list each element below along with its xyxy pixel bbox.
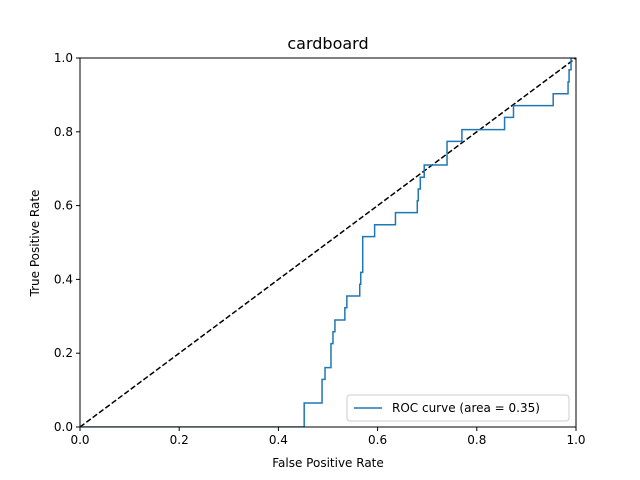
legend: ROC curve (area = 0.35) xyxy=(346,394,570,422)
x-tick-label: 0.6 xyxy=(368,433,387,447)
chance-diagonal-line xyxy=(80,58,576,427)
roc-curve-line xyxy=(80,58,576,427)
plot-area xyxy=(80,58,576,427)
y-tick-label: 0.4 xyxy=(54,272,73,286)
legend-label: ROC curve (area = 0.35) xyxy=(392,401,540,415)
y-tick-label: 0.2 xyxy=(54,346,73,360)
x-tick-label: 0.4 xyxy=(269,433,288,447)
x-tick-label: 0.2 xyxy=(170,433,189,447)
axes-frame xyxy=(79,57,577,428)
chart-title: cardboard xyxy=(287,34,368,53)
y-tick-label: 0.0 xyxy=(54,420,73,434)
x-tick-label: 0.8 xyxy=(467,433,486,447)
legend-box xyxy=(346,394,570,422)
y-tick-label: 0.6 xyxy=(54,199,73,213)
y-axis-label: True Positive Rate xyxy=(28,190,42,298)
y-tick-label: 1.0 xyxy=(54,51,73,65)
x-tick-label: 0.0 xyxy=(70,433,89,447)
x-axis-label: False Positive Rate xyxy=(272,456,384,470)
x-tick-label: 1.0 xyxy=(566,433,585,447)
axes: 0.0 0.2 0.4 0.6 0.8 1.0 0.0 0.2 0.4 0.6 0.8 1.0 xyxy=(54,51,586,447)
y-tick-label: 0.8 xyxy=(54,125,73,139)
